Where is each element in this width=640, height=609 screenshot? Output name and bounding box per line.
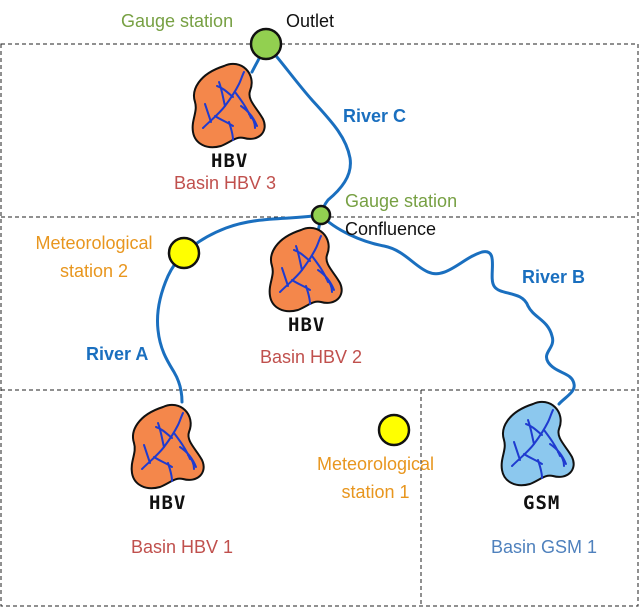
met-station-2-line1: Meteorological	[35, 233, 153, 253]
river-a-label: River A	[86, 344, 149, 364]
outlet-label: Outlet	[286, 11, 335, 31]
confluence-label: Confluence	[345, 219, 437, 239]
basin-icon	[130, 403, 205, 490]
basin-icon	[191, 62, 266, 149]
meteorological-station-1-label: Meteorological station 1	[298, 450, 453, 506]
meteorological-station-2-label: Meteorological station 2	[18, 229, 170, 285]
basin-hbv-1-model: HBV	[149, 492, 187, 514]
river-c-label: River C	[343, 106, 407, 126]
met-station-2-line2: station 2	[59, 261, 129, 281]
river-a-path	[156, 213, 323, 404]
basin-icon	[268, 226, 343, 313]
meteorological-station-icon	[167, 236, 201, 270]
basin-gsm-1-model: GSM	[523, 492, 561, 514]
river-b-path	[319, 213, 576, 406]
gauge-station-icon	[310, 204, 332, 226]
basin-gsm-1-name: Basin GSM 1	[491, 537, 598, 557]
basin-hbv-2-name: Basin HBV 2	[260, 347, 363, 367]
rivers	[156, 42, 576, 406]
gauge-station-label-top: Gauge station	[121, 11, 234, 31]
basin-hbv-3-model: HBV	[211, 150, 249, 172]
met-station-1-line1: Meteorological	[316, 454, 435, 474]
gauge-station-icon	[249, 27, 283, 61]
gauge-station-label-mid: Gauge station	[345, 191, 458, 211]
river-b-label: River B	[522, 267, 586, 287]
basin-icon	[500, 400, 575, 487]
met-station-1-line2: station 1	[341, 482, 410, 502]
basin-hbv-2-model: HBV	[288, 314, 326, 336]
meteorological-station-icon	[377, 413, 411, 447]
river-c-path	[264, 42, 352, 217]
basin-hbv-1-name: Basin HBV 1	[131, 537, 234, 557]
basin-hbv-3-name: Basin HBV 3	[174, 173, 277, 193]
